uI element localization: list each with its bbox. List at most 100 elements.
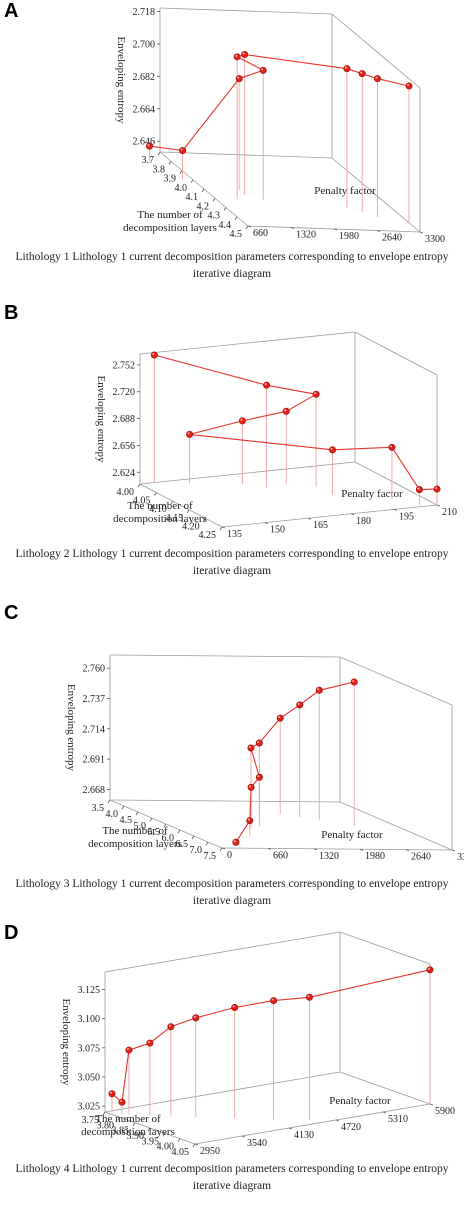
y-tick-label: 5900 — [435, 1106, 455, 1117]
x-tick-label: 3.8 — [153, 164, 166, 175]
axis-box-line — [221, 504, 438, 528]
y-axis-title: Penalty factor — [314, 185, 376, 197]
x-tick-label: 5.5 — [148, 827, 161, 838]
data-point — [312, 390, 320, 398]
z-tick-label: 2.688 — [113, 414, 136, 425]
data-point — [270, 997, 278, 1005]
data-point — [125, 1046, 133, 1054]
data-point-highlight — [126, 1048, 129, 1051]
data-point-highlight — [344, 66, 347, 69]
y-tick — [221, 526, 226, 529]
x-tick-label: 4.05 — [133, 496, 151, 507]
data-point-highlight — [247, 818, 250, 821]
x-tick-label: 3.95 — [142, 1136, 160, 1147]
data-point — [246, 817, 254, 825]
x-tick-label: 4.2 — [197, 201, 210, 212]
data-point-highlight — [435, 487, 437, 490]
y-tick — [436, 504, 441, 507]
data-point-highlight — [193, 1015, 196, 1018]
x-tick — [135, 811, 139, 816]
x-tick-label: 5.0 — [134, 821, 147, 832]
data-point — [118, 1098, 126, 1106]
axis-box-line — [339, 1071, 431, 1105]
z-tick-label: 2.682 — [133, 72, 156, 83]
chart-panel-d: D 3.125 3.100 3.075 3.050 3.025 3.75 3.80 3.85 3… — [0, 922, 464, 1211]
data-point — [296, 701, 304, 709]
y-tick — [376, 230, 381, 232]
axis-box-line — [109, 654, 341, 658]
x-axis-title: decomposition layers — [88, 838, 182, 850]
y-tick-label: 1320 — [296, 230, 316, 241]
y-tick-label: 4130 — [294, 1130, 314, 1141]
y-tick-label: 660 — [253, 228, 268, 239]
x-tick-label: 7.5 — [204, 851, 217, 862]
x-tick-label: 4.4 — [219, 220, 232, 231]
data-point-highlight — [235, 54, 238, 57]
z-tick-label: 3.075 — [78, 1043, 101, 1054]
x-tick-label: 4.3 — [208, 211, 221, 222]
data-point-highlight — [168, 1024, 171, 1027]
data-point-highlight — [330, 447, 333, 450]
y-tick-label: 180 — [356, 516, 371, 527]
series-line — [149, 53, 410, 152]
data-point-highlight — [180, 148, 183, 151]
y-tick — [335, 1119, 340, 1122]
x-tick — [179, 170, 183, 174]
data-point — [315, 686, 323, 694]
x-tick-label: 3.9 — [164, 174, 177, 185]
x-tick — [157, 151, 161, 156]
x-tick — [245, 225, 249, 230]
data-point-highlight — [147, 1041, 150, 1044]
data-point-highlight — [389, 445, 392, 448]
y-tick-label: 0 — [227, 850, 232, 861]
x-axis-title: The number of — [95, 1113, 161, 1125]
data-point — [388, 443, 396, 451]
data-point — [238, 417, 246, 425]
panel-letter: A — [4, 0, 19, 22]
data-point — [259, 66, 267, 74]
axis-box-line — [139, 483, 223, 528]
x-tick — [168, 161, 172, 165]
z-tick-label: 2.624 — [113, 468, 136, 479]
y-tick — [359, 848, 364, 851]
x-tick-label: 3.75 — [82, 1115, 100, 1126]
x-tick — [132, 1122, 136, 1126]
x-axis-title: decomposition layers — [81, 1126, 175, 1138]
x-tick — [121, 805, 125, 810]
z-axis-title: Enveloping entropy — [115, 36, 127, 124]
x-tick — [192, 1143, 196, 1148]
series-line — [154, 354, 438, 491]
x-tick — [107, 799, 111, 804]
x-tick — [219, 526, 223, 531]
x-tick-label: 3.90 — [127, 1131, 145, 1142]
x-tick-label: 4.5 — [230, 229, 243, 240]
axis-box-line — [139, 461, 356, 485]
data-point — [433, 485, 441, 493]
z-tick-label: 2.752 — [113, 360, 136, 371]
data-point-highlight — [237, 76, 240, 79]
chart-panel-c: C 2.760 2.737 2.714 2.691 2.668 3.5 4.0 4.5 5.0 5… — [0, 602, 464, 917]
data-point-highlight — [352, 679, 355, 682]
data-point — [146, 142, 154, 150]
y-tick-label: 150 — [270, 525, 285, 536]
chart-3d-plot: 2.718 2.700 2.682 2.664 2.646 3.73.83.94.04.1… — [115, 7, 445, 245]
data-point-highlight — [417, 487, 420, 490]
y-axis-title: Penalty factor — [321, 829, 383, 841]
panel-letter: D — [4, 922, 19, 944]
x-axis-title: The number of — [137, 209, 203, 221]
x-axis-title: The number of — [102, 825, 168, 837]
y-tick — [194, 1143, 199, 1146]
chart-3d-plot: 2.760 2.737 2.714 2.691 2.668 3.54.04.55.05.5… — [65, 654, 464, 863]
z-tick-label: 3.100 — [78, 1014, 101, 1025]
data-point-highlight — [284, 409, 287, 412]
y-tick-label: 210 — [442, 507, 457, 518]
chart-3d-plot: 2.752 2.720 2.688 2.656 2.624 4.004.054.104.1… — [95, 331, 457, 541]
z-tick-label: 2.720 — [113, 387, 136, 398]
y-tick — [241, 1135, 246, 1138]
x-tick-label: 3.7 — [142, 155, 155, 166]
data-point-highlight — [152, 353, 155, 356]
x-tick — [223, 207, 227, 211]
z-axis-title: Enveloping entropy — [60, 998, 72, 1086]
y-tick — [382, 1111, 387, 1114]
axis-box-line — [194, 1103, 431, 1145]
